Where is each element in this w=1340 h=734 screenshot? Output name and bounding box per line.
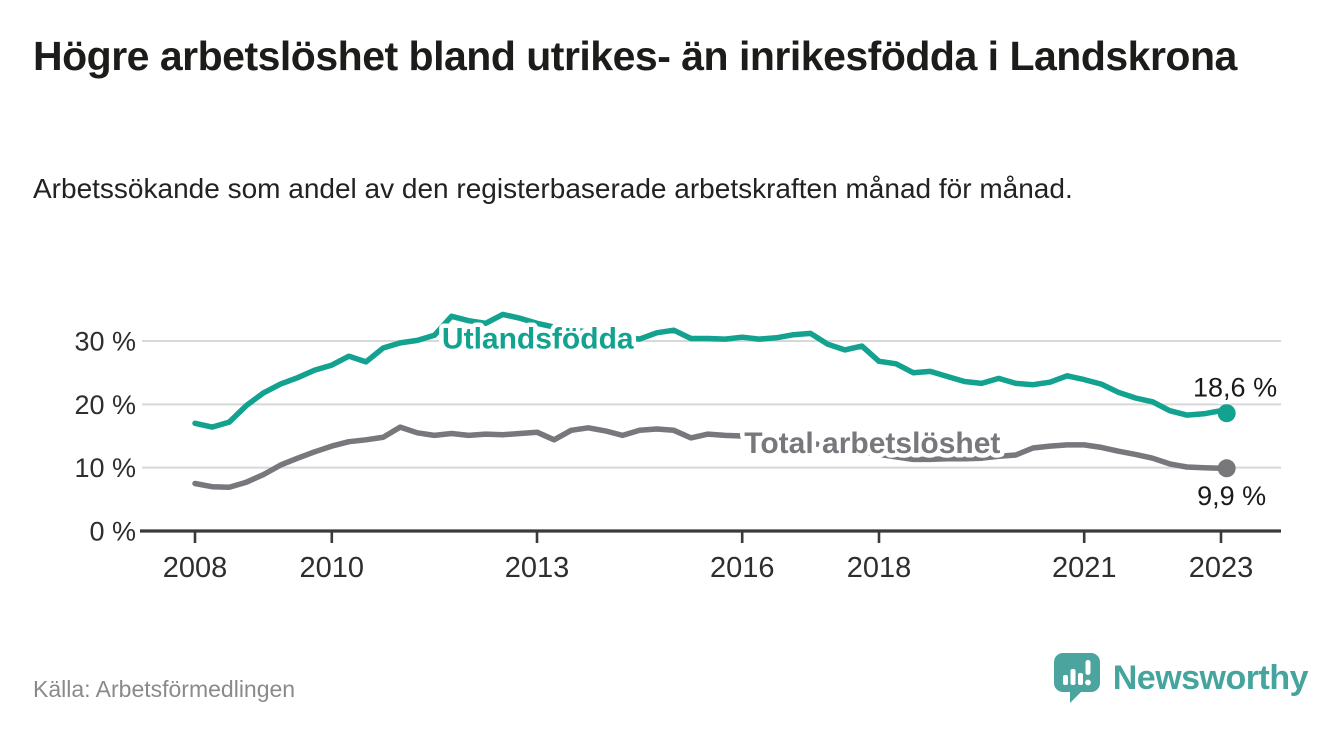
bar-chart-speech-bubble-icon bbox=[1053, 653, 1100, 703]
chart-title: Högre arbetslöshet bland utrikes- än inr… bbox=[33, 33, 1237, 79]
y-axis-label-30: 30 % bbox=[74, 327, 136, 357]
y-axis-label-10: 10 % bbox=[74, 453, 136, 483]
y-axis-label-20: 20 % bbox=[74, 390, 136, 420]
series-line-1 bbox=[192, 424, 1230, 491]
newsworthy-logo: Newsworthy bbox=[1053, 652, 1309, 704]
end-value-label-0: 18,6 % bbox=[1193, 373, 1277, 403]
bar-3 bbox=[1077, 673, 1083, 685]
logo-wordmark: Newsworthy bbox=[1112, 658, 1309, 697]
bar-2 bbox=[1070, 669, 1076, 685]
chart-subtitle: Arbetssökande som andel av den registerb… bbox=[33, 173, 1073, 204]
exclamation-dot bbox=[1084, 679, 1091, 686]
x-axis-label-2023: 2023 bbox=[1189, 552, 1254, 584]
series-label-0: Utlandsfödda bbox=[442, 323, 634, 356]
unemployment-line-chart: 0 % 10 % 20 % 30 % 2008 2010 2013 2016 2018 2021 2… bbox=[74, 311, 1281, 584]
exclamation-bar bbox=[1085, 660, 1091, 675]
series-endpoint-dot-0 bbox=[1217, 404, 1236, 423]
x-axis-label-2010: 2010 bbox=[300, 552, 365, 584]
series-label-1: Total arbetslöshet bbox=[744, 427, 1000, 460]
x-axis-label-2021: 2021 bbox=[1052, 552, 1117, 584]
x-axis-label-2008: 2008 bbox=[163, 552, 228, 584]
bar-1 bbox=[1062, 675, 1068, 685]
speech-bubble-shape bbox=[1053, 653, 1100, 703]
series-line-0 bbox=[192, 311, 1230, 430]
x-axis-label-2013: 2013 bbox=[505, 552, 570, 584]
x-axis-label-2016: 2016 bbox=[710, 552, 775, 584]
series-endpoint-dot-1 bbox=[1217, 459, 1236, 478]
x-axis-label-2018: 2018 bbox=[847, 552, 912, 584]
end-value-label-1: 9,9 % bbox=[1197, 481, 1266, 511]
source-note: Källa: Arbetsförmedlingen bbox=[33, 676, 296, 702]
y-axis-label-0: 0 % bbox=[89, 517, 136, 547]
